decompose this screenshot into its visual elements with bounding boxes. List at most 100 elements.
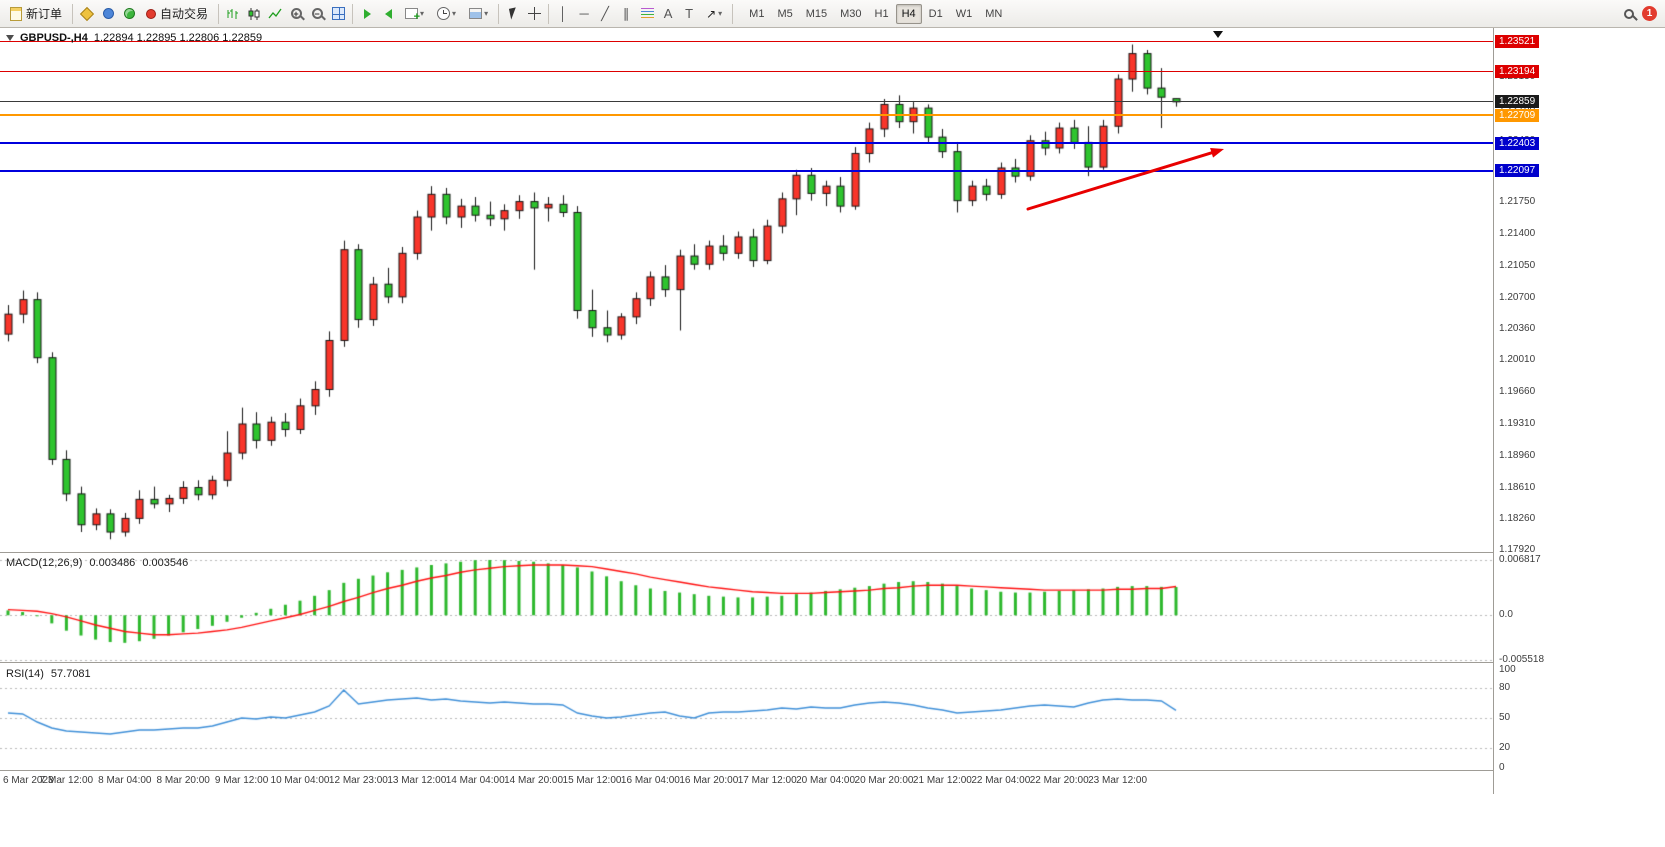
add-indicator-icon	[405, 8, 420, 23]
channel-tool-button[interactable]: ∥	[616, 4, 636, 24]
news-button[interactable]	[119, 4, 139, 24]
market-watch-button[interactable]	[77, 4, 97, 24]
templates-menu-button[interactable]: ▾	[463, 5, 494, 22]
text-label-tool-button[interactable]: T	[679, 4, 699, 24]
price-axis-label: 1.17920	[1499, 544, 1536, 556]
time-axis-label: 10 Mar 04:00	[270, 775, 330, 786]
timeframe-button-MN[interactable]: MN	[979, 4, 1008, 24]
resistance-line-2[interactable]	[0, 70, 1493, 72]
text-tool-button[interactable]: A	[658, 4, 678, 24]
rsi-axis-label: 100	[1499, 664, 1516, 675]
rsi-axis-label: 20	[1499, 742, 1511, 753]
price-axis-label: 1.19310	[1499, 417, 1536, 429]
chart-shift-icon	[384, 8, 392, 19]
cursor-icon	[508, 7, 518, 20]
shapes-menu-button[interactable]: ↗ ▾	[700, 4, 728, 24]
new-order-button[interactable]: 新订单	[4, 2, 68, 25]
pane-separator-macd[interactable]	[0, 552, 1665, 553]
timeframe-button-M5[interactable]: M5	[771, 4, 798, 24]
candlestick-mode-button[interactable]	[244, 4, 264, 24]
search-icon[interactable]	[1624, 8, 1634, 19]
fibonacci-icon	[640, 7, 654, 20]
timeframe-button-H4[interactable]: H4	[895, 3, 922, 24]
horizontal-line-tool-button[interactable]: ─	[574, 4, 594, 24]
price-axis-label: 1.20360	[1499, 322, 1536, 334]
resistance-line-1[interactable]	[0, 41, 1493, 43]
fibonacci-tool-button[interactable]	[637, 4, 657, 24]
crosshair-icon	[527, 7, 541, 20]
trendline-tool-button[interactable]: ╱	[595, 4, 615, 24]
price-axis-separator	[1493, 28, 1494, 794]
text-icon: A	[663, 6, 673, 21]
timeframe-button-M1[interactable]: M1	[743, 4, 770, 24]
indicators-menu-button[interactable]: ▾	[399, 5, 430, 23]
price-axis-label: 1.19660	[1499, 386, 1536, 398]
hlines-layer	[0, 28, 1493, 770]
time-axis-label: 6 Mar 2023	[3, 775, 54, 786]
zoom-in-button[interactable]: +	[286, 4, 306, 24]
bar-chart-icon	[227, 8, 239, 19]
time-axis-label: 7 Mar 12:00	[39, 775, 94, 786]
chart-shift-button[interactable]	[378, 4, 398, 24]
price-axis[interactable]: 1.231301.227801.224301.220801.217501.214…	[1494, 28, 1665, 794]
timeframe-button-M30[interactable]: M30	[834, 4, 867, 24]
vertical-line-tool-button[interactable]: │	[553, 4, 573, 24]
timeframe-toolbar: M1 M5 M15 M30 H1 H4 D1 W1 MN	[743, 3, 1008, 24]
bar-chart-mode-button[interactable]	[223, 4, 243, 24]
tile-windows-button[interactable]	[328, 4, 348, 24]
time-axis[interactable]: 6 Mar 2023 7 Mar 12:00 8 Mar 04:00 8 Mar 20…	[0, 770, 1493, 794]
crosshair-tool-button[interactable]	[524, 4, 544, 24]
timeframe-button-M15[interactable]: M15	[800, 4, 833, 24]
toolbar-separator	[548, 3, 550, 24]
text-label-icon: T	[685, 6, 694, 21]
auto-scroll-icon	[363, 8, 371, 19]
price-chart-canvas[interactable]	[0, 28, 1493, 772]
macd-main-value: 0.003486	[89, 557, 136, 569]
zoom-out-icon: −	[311, 8, 323, 19]
rsi-name: RSI(14)	[6, 668, 44, 680]
timeframe-button-W1[interactable]: W1	[950, 4, 979, 24]
auto-scroll-button[interactable]	[357, 4, 377, 24]
current-price-line[interactable]	[0, 101, 1493, 103]
price-badge-1.23521: 1.23521	[1495, 35, 1540, 49]
price-axis-label: 1.21050	[1499, 260, 1536, 272]
periods-menu-button[interactable]: ▾	[431, 4, 462, 23]
trendline-icon: ╱	[601, 5, 609, 21]
pane-separator-rsi[interactable]	[0, 662, 1665, 663]
one-click-trading-toggle-icon[interactable]	[6, 35, 14, 41]
pivot-line[interactable]	[0, 114, 1493, 117]
price-axis-label: 1.22780	[1499, 103, 1535, 114]
vertical-line-icon: │	[559, 6, 568, 21]
timeframe-button-D1[interactable]: D1	[923, 4, 949, 24]
auto-trading-label: 自动交易	[160, 7, 209, 21]
clock-icon	[437, 7, 451, 20]
time-axis-label: 22 Mar 20:00	[1029, 775, 1089, 786]
toolbar-separator	[498, 3, 500, 24]
navigator-button[interactable]	[98, 4, 118, 24]
cursor-tool-button[interactable]	[503, 4, 523, 24]
notification-badge[interactable]: 1	[1642, 6, 1657, 21]
auto-trading-button[interactable]: 自动交易	[140, 2, 214, 25]
macd-axis-label: -0.005518	[1499, 654, 1545, 665]
tile-windows-icon	[331, 7, 345, 20]
zoom-in-icon: +	[290, 8, 302, 19]
price-badge-1.22859: 1.22859	[1495, 95, 1540, 109]
arrows-icon: ↗	[706, 6, 717, 21]
toolbar-right-group: 1	[1624, 6, 1661, 21]
rsi-axis-label: 0	[1499, 762, 1505, 773]
time-axis-label: 16 Mar 04:00	[620, 775, 680, 786]
time-axis-label: 15 Mar 12:00	[562, 775, 622, 786]
line-chart-mode-button[interactable]	[265, 4, 285, 24]
chart-title-bar: GBPUSD-,H4 1.22894 1.22895 1.22806 1.228…	[6, 32, 262, 44]
zoom-out-button[interactable]: −	[307, 4, 327, 24]
price-badge-1.22709: 1.22709	[1495, 108, 1540, 122]
auto-trading-icon	[146, 8, 157, 19]
support-line-2[interactable]	[0, 169, 1493, 172]
macd-axis-label: 0.006817	[1499, 554, 1541, 565]
chart-shift-marker[interactable]	[1213, 31, 1223, 38]
timeframe-button-H1[interactable]: H1	[869, 4, 895, 24]
support-line-1[interactable]	[0, 142, 1493, 145]
time-axis-label: 17 Mar 12:00	[737, 775, 797, 786]
navigator-icon	[102, 8, 114, 19]
toolbar-separator	[732, 3, 734, 24]
